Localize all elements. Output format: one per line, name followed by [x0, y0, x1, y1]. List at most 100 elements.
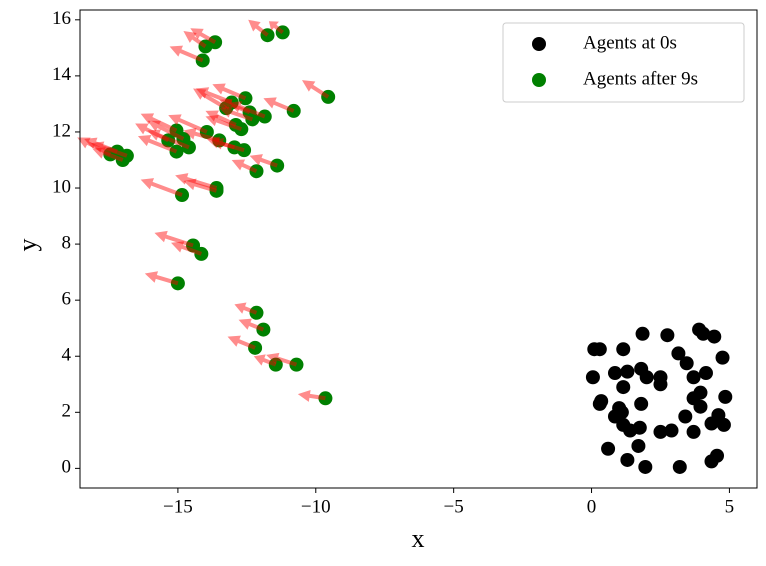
agent-point	[638, 459, 653, 474]
y-tick-label: 10	[52, 176, 71, 197]
velocity-arrow	[205, 110, 237, 127]
agent-point	[620, 364, 635, 379]
velocity-arrow	[147, 129, 190, 150]
agent-point	[212, 133, 227, 148]
agent-point	[653, 424, 668, 439]
legend-box	[502, 22, 745, 103]
agent-point	[234, 122, 249, 137]
y-tick-label: 2	[62, 401, 72, 422]
agent-point	[653, 377, 668, 392]
velocity-arrow	[248, 19, 269, 37]
y-tick-label: 12	[52, 120, 71, 141]
y-tick-label: 0	[62, 457, 72, 478]
agent-point	[707, 329, 722, 344]
agent-point	[718, 389, 733, 404]
velocity-arrow	[183, 178, 218, 193]
velocity-arrow	[168, 114, 208, 134]
velocity-arrow	[195, 87, 233, 105]
agent-point	[660, 328, 675, 343]
agent-point	[671, 346, 686, 361]
agent-point	[696, 326, 711, 341]
agent-point	[616, 380, 631, 395]
agent-point	[195, 53, 210, 68]
agent-point	[664, 423, 679, 438]
agent-point	[256, 322, 271, 337]
agent-point	[260, 28, 275, 43]
agent-point	[592, 342, 607, 357]
velocity-arrow	[205, 114, 242, 132]
agent-point	[194, 246, 209, 261]
velocity-arrow	[253, 354, 277, 367]
legend-label: Agents after 9s	[583, 68, 698, 89]
velocity-arrow	[234, 302, 258, 315]
velocity-arrow	[175, 173, 218, 190]
y-tick-label: 14	[52, 64, 72, 85]
velocity-arrow	[92, 147, 124, 162]
velocity-arrow	[268, 21, 284, 34]
agent-point	[620, 452, 635, 467]
agent-point	[245, 112, 260, 127]
velocity-arrow	[183, 127, 220, 143]
agent-point	[635, 326, 650, 341]
velocity-arrow	[169, 45, 204, 63]
agent-point	[248, 340, 263, 355]
agent-point	[639, 370, 654, 385]
agent-point	[170, 276, 185, 291]
agent-point	[161, 133, 176, 148]
velocity-arrow	[301, 80, 330, 99]
agent-point	[169, 144, 184, 159]
agent-point	[249, 164, 264, 179]
x-axis-label: x	[412, 524, 425, 553]
x-tick-label: 0	[587, 496, 597, 517]
agent-point	[198, 39, 213, 54]
velocity-arrow	[154, 230, 194, 248]
agent-point	[592, 396, 607, 411]
x-tick-label: −5	[444, 496, 464, 517]
agent-point	[715, 350, 730, 365]
x-tick-label: −10	[301, 496, 331, 517]
velocity-arrow	[219, 106, 253, 122]
velocity-arrow	[266, 352, 298, 367]
agent-point	[601, 441, 616, 456]
agent-point	[289, 357, 304, 372]
velocity-arrow	[137, 135, 178, 154]
agent-point	[632, 420, 647, 435]
agent-point	[686, 370, 701, 385]
velocity-arrow	[91, 141, 128, 158]
agent-point	[616, 342, 631, 357]
velocity-arrow	[135, 123, 170, 143]
y-tick-label: 6	[62, 289, 72, 310]
agent-point	[634, 396, 649, 411]
velocity-arrow	[210, 138, 245, 153]
agent-point	[237, 143, 252, 158]
x-tick-label: −15	[163, 496, 193, 517]
velocity-arrow	[297, 389, 326, 402]
velocity-arrow	[190, 28, 217, 44]
agent-point	[175, 188, 190, 203]
x-tick-label: 5	[725, 496, 735, 517]
velocity-arrow	[231, 159, 258, 174]
y-tick-label: 8	[62, 232, 72, 253]
agent-point	[698, 366, 713, 381]
velocity-arrow	[219, 98, 251, 115]
velocity-arrow	[206, 136, 236, 150]
velocity-arrow	[77, 137, 112, 157]
legend-marker	[532, 37, 546, 51]
agent-point	[115, 152, 130, 167]
legend-marker	[532, 73, 546, 87]
agent-point	[257, 109, 272, 124]
velocity-arrow	[227, 335, 256, 350]
legend-label: Agents at 0s	[583, 32, 677, 53]
velocity-arrow	[140, 113, 178, 133]
velocity-arrow	[263, 97, 295, 113]
y-tick-label: 16	[52, 8, 71, 29]
agent-point	[679, 356, 694, 371]
velocity-arrow	[171, 241, 203, 256]
agent-point	[716, 417, 731, 432]
velocity-arrow	[238, 318, 265, 332]
velocity-arrow	[183, 31, 207, 49]
agent-point	[238, 91, 253, 106]
agent-point	[199, 124, 214, 139]
agent-point	[631, 438, 646, 453]
